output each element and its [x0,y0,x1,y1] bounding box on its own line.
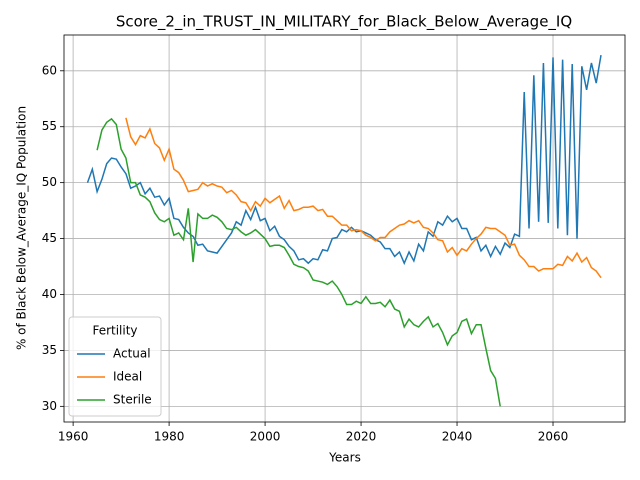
y-tick-label: 55 [42,119,57,133]
x-tick-label: 1980 [154,430,185,444]
x-tick-label: 2020 [346,430,377,444]
legend-box [68,316,162,417]
plot-frame [63,34,626,423]
legend-label: Actual [113,347,151,361]
y-tick-label: 50 [42,175,57,189]
x-tick-label: 2060 [538,430,569,444]
x-axis-label: Years [328,451,361,465]
legend-title: Fertility [92,324,137,338]
y-axis-label: % of Black Below_Average_IQ Population [15,106,29,350]
data-line [125,117,602,279]
x-tick-label: 2040 [442,430,473,444]
data-line [86,55,602,266]
legend-label: Ideal [113,370,142,384]
legend-label: Sterile [113,393,152,407]
x-tick-label: 1960 [58,430,89,444]
y-tick-label: 35 [42,343,57,357]
data-line [96,117,501,407]
y-tick-label: 40 [42,287,57,301]
y-tick-label: 30 [42,399,57,413]
y-tick-label: 45 [42,231,57,245]
chart-title: Score_2_in_TRUST_IN_MILITARY_for_Black_B… [116,13,572,32]
x-tick-label: 2000 [250,430,281,444]
y-tick-label: 60 [42,63,57,77]
